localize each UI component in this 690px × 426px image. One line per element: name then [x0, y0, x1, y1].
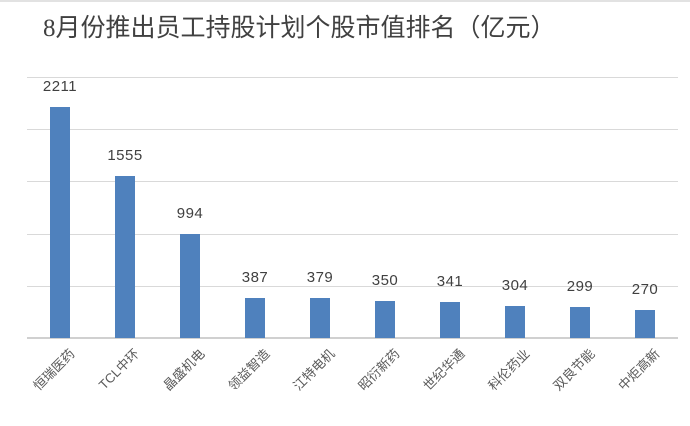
- category-label: 双良节能: [550, 346, 598, 394]
- gridline: [27, 181, 678, 182]
- value-label: 304: [501, 277, 529, 294]
- gridline: [27, 286, 678, 287]
- value-label: 994: [176, 205, 204, 222]
- value-label: 2211: [42, 78, 78, 95]
- value-label: 379: [306, 269, 334, 286]
- bar: [375, 301, 395, 338]
- category-label: 江特电机: [290, 346, 338, 394]
- bar: [50, 107, 70, 338]
- value-label: 270: [631, 281, 659, 298]
- category-label: 领益智造: [225, 346, 273, 394]
- bar: [245, 298, 265, 338]
- gridline: [27, 234, 678, 235]
- bar: [115, 176, 135, 338]
- category-label: 中炬高新: [615, 346, 663, 394]
- bar: [440, 302, 460, 338]
- bar: [180, 234, 200, 338]
- bar: [310, 298, 330, 338]
- bar: [505, 306, 525, 338]
- value-label: 299: [566, 278, 594, 295]
- category-label: 恒瑞医药: [30, 346, 78, 394]
- category-label: TCL中环: [96, 346, 143, 393]
- category-label: 晶盛机电: [160, 346, 208, 394]
- category-label: 科伦药业: [485, 346, 533, 394]
- chart-title: 8月份推出员工持股计划个股市值排名（亿元）: [43, 15, 556, 42]
- bar: [570, 307, 590, 338]
- value-label: 1555: [107, 147, 143, 164]
- value-label: 350: [371, 272, 399, 289]
- value-label: 387: [241, 269, 269, 286]
- value-label: 341: [436, 273, 464, 290]
- category-label: 昭衍新药: [355, 346, 403, 394]
- category-label: 世纪华通: [420, 346, 468, 394]
- gridline: [27, 129, 678, 130]
- bar: [635, 310, 655, 338]
- gridline: [27, 77, 678, 78]
- x-axis-line: [27, 337, 678, 339]
